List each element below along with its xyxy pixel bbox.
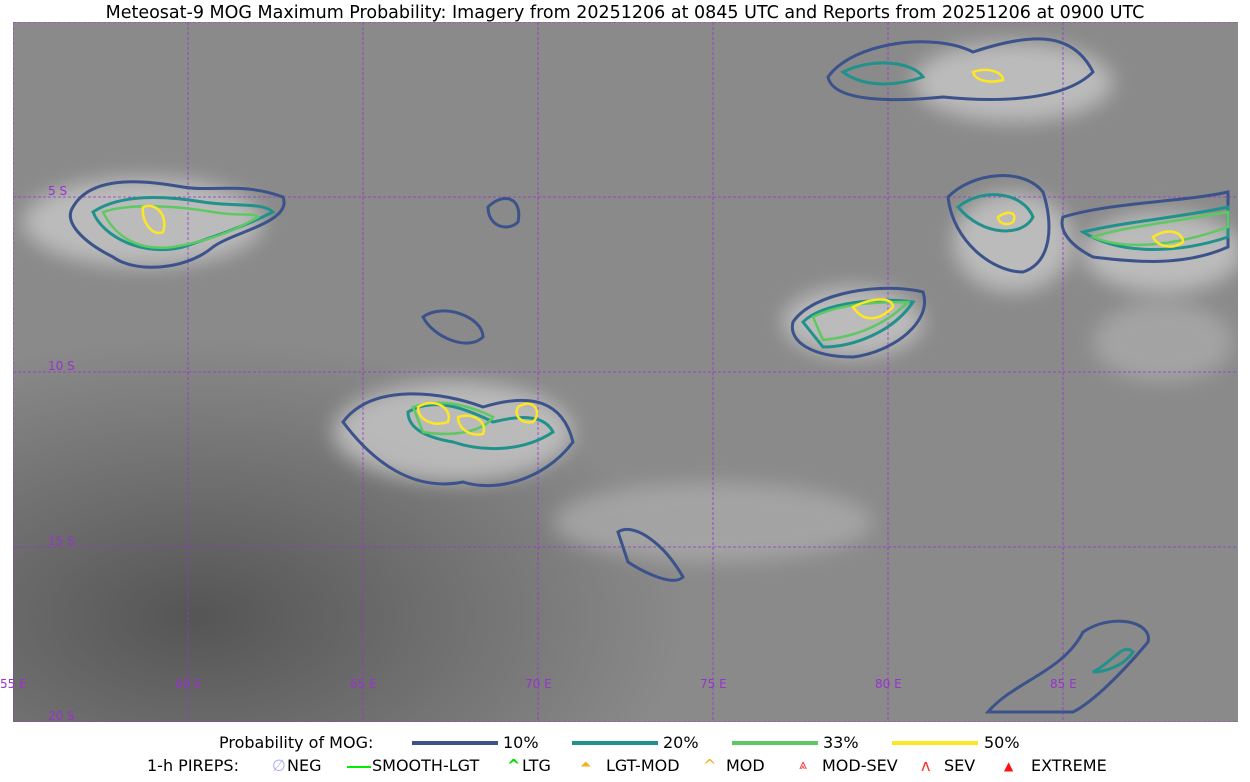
chart-title: Meteosat-9 MOG Maximum Probability: Imag… bbox=[105, 3, 1145, 23]
legend-swatch-10 bbox=[412, 741, 498, 745]
latitude-label: 10 S bbox=[48, 359, 75, 373]
longitude-label: 75 E bbox=[700, 677, 727, 691]
graticule bbox=[13, 22, 1238, 722]
pirep-sev-label: SEV bbox=[944, 756, 976, 775]
pirep-ltg-label: LTG bbox=[522, 756, 551, 775]
pirep-neg-label: NEG bbox=[287, 756, 322, 775]
satellite-map bbox=[13, 22, 1238, 722]
longitude-label: 80 E bbox=[875, 677, 902, 691]
legend-label-50: 50% bbox=[984, 733, 1020, 752]
mod-caret-icon: ^ bbox=[703, 756, 717, 775]
latitude-label: 5 S bbox=[48, 184, 68, 198]
lgt-mod-hat-icon: ⏶ bbox=[580, 757, 592, 773]
probability-legend-label: Probability of MOG: bbox=[219, 733, 374, 752]
smooth-lgt-line-icon bbox=[347, 766, 371, 768]
pirep-mod-label: MOD bbox=[726, 756, 765, 775]
legend-label-33: 33% bbox=[823, 733, 859, 752]
longitude-label: 85 E bbox=[1050, 677, 1077, 691]
legend-swatch-20 bbox=[572, 741, 658, 745]
pirep-mod-sev-label: MOD-SEV bbox=[822, 756, 898, 775]
sev-icon: ʌ bbox=[921, 756, 931, 775]
longitude-label: 60 E bbox=[175, 677, 202, 691]
latitude-label: 20 S bbox=[48, 709, 75, 723]
ltg-caret-icon: ^ bbox=[507, 756, 521, 775]
legend-label-20: 20% bbox=[663, 733, 699, 752]
pireps-legend-label: 1-h PIREPS: bbox=[147, 756, 239, 775]
pirep-smooth-lgt-label: SMOOTH-LGT bbox=[372, 756, 480, 775]
longitude-label: 65 E bbox=[350, 677, 377, 691]
neg-icon: ∅ bbox=[272, 756, 286, 775]
pirep-lgt-mod-label: LGT-MOD bbox=[606, 756, 680, 775]
longitude-label: 55 E bbox=[0, 677, 27, 691]
latitude-label: 15 S bbox=[48, 534, 75, 548]
pirep-extreme-label: EXTREME bbox=[1031, 756, 1107, 775]
mog-contours bbox=[69, 37, 1230, 714]
mod-sev-icon: ⩓ bbox=[799, 757, 807, 773]
legend-label-10: 10% bbox=[503, 733, 539, 752]
extreme-triangle-icon: ▲ bbox=[1004, 759, 1014, 773]
longitude-label: 70 E bbox=[525, 677, 552, 691]
legend-swatch-33 bbox=[732, 741, 818, 745]
legend-swatch-50 bbox=[892, 741, 978, 745]
